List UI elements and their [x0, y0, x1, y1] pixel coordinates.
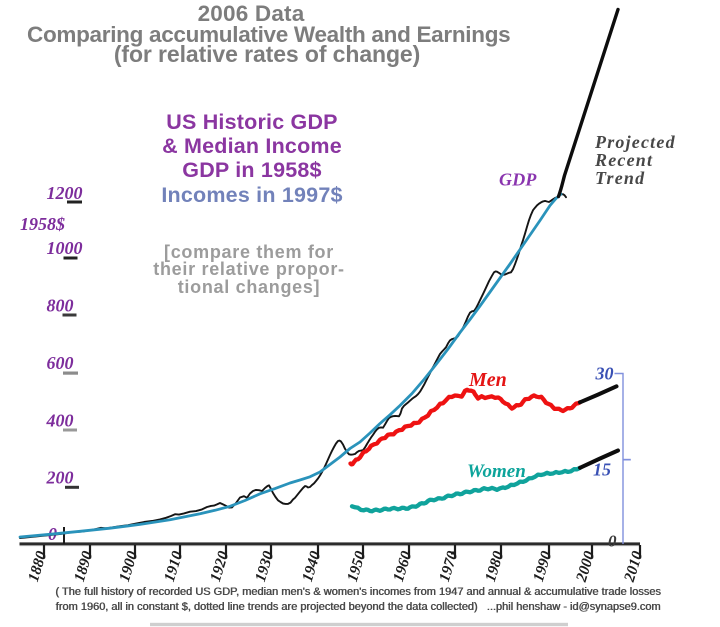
- svg-text:200: 200: [46, 468, 74, 488]
- svg-text:1970: 1970: [436, 549, 461, 584]
- svg-text:Men: Men: [468, 369, 507, 391]
- svg-text:1890: 1890: [71, 549, 96, 584]
- svg-text:1990: 1990: [530, 549, 555, 584]
- svg-text:0: 0: [608, 532, 617, 551]
- svg-text:1930: 1930: [252, 549, 277, 584]
- svg-text:15: 15: [593, 460, 611, 480]
- svg-text:2010: 2010: [621, 549, 647, 585]
- svg-text:800: 800: [47, 296, 74, 316]
- svg-text:1910: 1910: [161, 549, 186, 584]
- svg-text:Women: Women: [467, 461, 526, 482]
- svg-text:Trend: Trend: [595, 168, 645, 188]
- svg-text:1920: 1920: [207, 549, 232, 584]
- svg-text:30: 30: [595, 364, 614, 384]
- svg-text:1960: 1960: [390, 549, 415, 584]
- svg-text:600: 600: [47, 353, 74, 373]
- svg-text:1958$: 1958$: [20, 214, 65, 234]
- svg-text:Recent: Recent: [594, 150, 653, 170]
- svg-text:1950: 1950: [344, 549, 369, 584]
- svg-text:1940: 1940: [299, 549, 324, 584]
- svg-text:1880: 1880: [25, 549, 50, 584]
- svg-text:1200: 1200: [47, 183, 83, 203]
- svg-text:Projected: Projected: [594, 132, 676, 152]
- svg-text:400: 400: [46, 410, 74, 430]
- svg-text:2000: 2000: [573, 549, 599, 585]
- svg-text:1900: 1900: [116, 549, 141, 584]
- svg-text:1000: 1000: [47, 238, 83, 258]
- svg-text:GDP: GDP: [499, 170, 537, 190]
- svg-text:1980: 1980: [482, 549, 507, 584]
